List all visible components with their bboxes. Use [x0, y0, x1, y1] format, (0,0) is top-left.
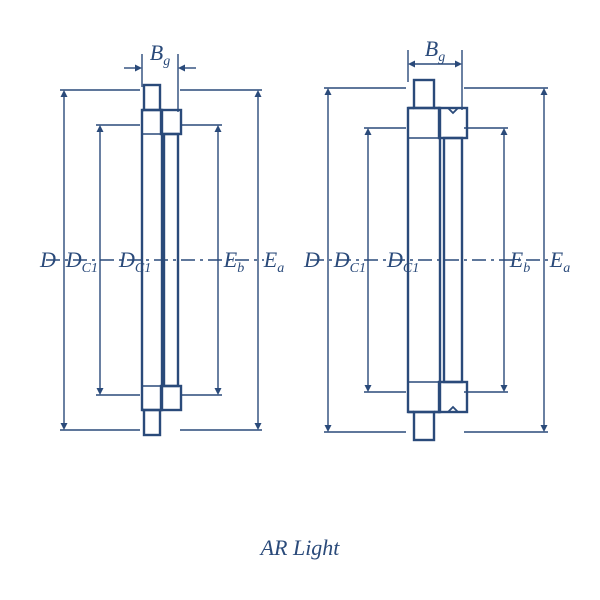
caption: AR Light — [259, 535, 341, 560]
svg-text:D: D — [303, 247, 320, 272]
svg-text:D: D — [39, 247, 56, 272]
